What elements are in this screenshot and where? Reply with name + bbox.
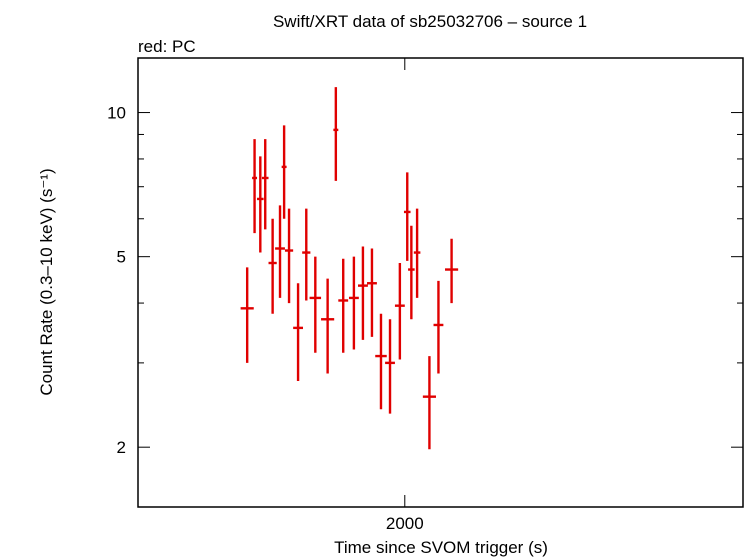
plot-frame xyxy=(137,57,744,508)
data-point xyxy=(275,205,285,298)
data-point xyxy=(408,225,415,320)
y-axis-label: Count Rate (0.3–10 keV) (s⁻¹) xyxy=(37,168,56,395)
chart-title: Swift/XRT data of sb25032706 – source 1 xyxy=(273,12,587,31)
y-axis: 2 5 10 xyxy=(107,104,743,457)
data-point xyxy=(394,263,405,360)
data-point xyxy=(413,208,421,298)
data-point xyxy=(333,87,339,181)
data-points xyxy=(240,87,459,450)
data-point xyxy=(293,283,303,381)
chart-subtitle: red: PC xyxy=(138,37,196,56)
data-point xyxy=(268,218,277,314)
y-tick-label: 10 xyxy=(107,104,126,123)
y-tick-label: 5 xyxy=(117,248,126,267)
y-tick-label: 2 xyxy=(117,438,126,457)
data-point xyxy=(240,267,254,363)
data-point xyxy=(281,125,287,219)
data-point xyxy=(284,208,294,304)
data-point xyxy=(403,172,411,261)
data-point xyxy=(321,278,335,374)
data-point xyxy=(261,139,269,230)
data-point xyxy=(309,256,322,353)
data-point xyxy=(367,248,377,337)
data-point xyxy=(422,356,436,450)
data-point xyxy=(445,238,459,304)
x-axis: 2000 xyxy=(386,58,424,533)
x-tick-label: 2000 xyxy=(386,514,424,533)
data-point xyxy=(375,313,387,410)
data-point xyxy=(385,319,395,414)
data-point xyxy=(348,256,359,350)
data-point xyxy=(338,258,349,353)
data-point xyxy=(257,156,264,253)
data-point xyxy=(433,280,444,374)
data-point xyxy=(358,246,368,340)
data-point xyxy=(302,208,311,301)
data-point xyxy=(252,139,258,234)
x-axis-label: Time since SVOM trigger (s) xyxy=(334,538,548,557)
